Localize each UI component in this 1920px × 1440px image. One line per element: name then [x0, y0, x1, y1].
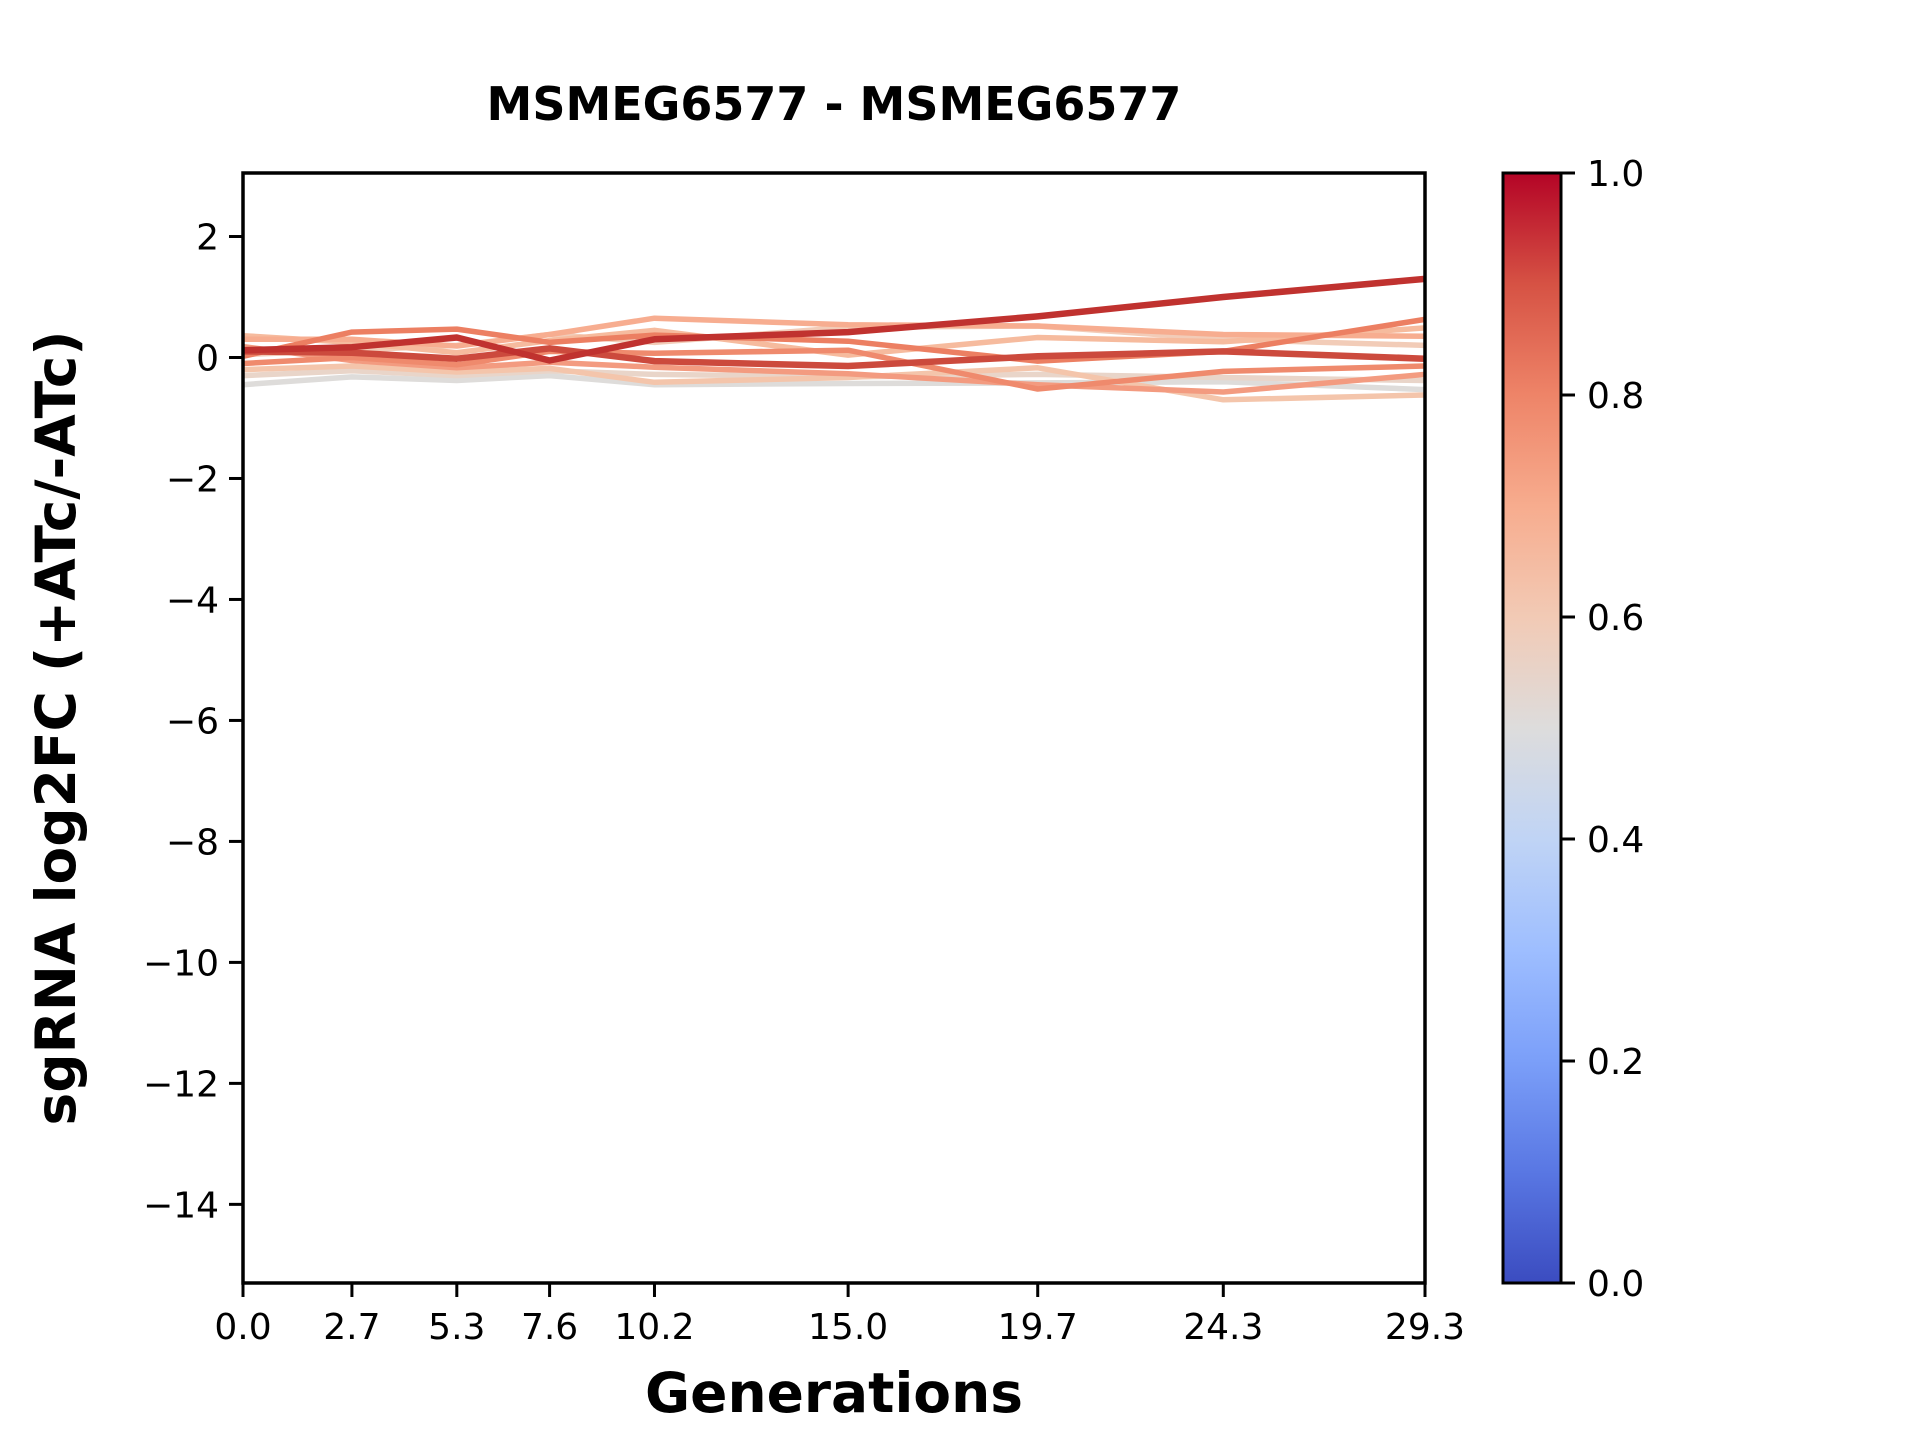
y-tick-label: −12	[143, 1064, 219, 1105]
plot-spines	[241, 171, 1427, 1285]
x-tick-label: 10.2	[614, 1307, 694, 1348]
colorbar-tick-label: 0.8	[1587, 376, 1644, 417]
x-tick-label: 0.0	[214, 1307, 271, 1348]
y-axis-label: sgRNA log2FC (+ATc/-ATc)	[24, 330, 88, 1125]
y-tick-label: −8	[166, 822, 219, 863]
series-layer	[242, 275, 1426, 403]
y-tick-label: −10	[143, 943, 219, 984]
x-tick-label: 15.0	[808, 1307, 888, 1348]
y-tick-label: 0	[196, 338, 219, 379]
colorbar-outline	[1501, 171, 1563, 1285]
x-tick-label: 29.3	[1385, 1307, 1465, 1348]
y-tick-label: 2	[196, 218, 219, 259]
colorbar-tick-label: 0.0	[1587, 1264, 1644, 1305]
colorbar-tick-label: 0.6	[1587, 598, 1644, 639]
series-line-1	[242, 275, 1426, 364]
y-tick-label: −6	[166, 701, 219, 742]
x-tick-label: 19.7	[998, 1307, 1078, 1348]
colorbar-tick-label: 0.4	[1587, 820, 1644, 861]
x-tick-label: 7.6	[521, 1307, 578, 1348]
x-axis-label: Generations	[645, 1361, 1023, 1425]
colorbar-tick-label: 0.2	[1587, 1042, 1644, 1083]
x-tick-label: 2.7	[323, 1307, 380, 1348]
y-tick-label: −2	[166, 459, 219, 500]
colorbar-gradient	[1503, 173, 1561, 1283]
colorbar-tick-label: 1.0	[1587, 154, 1644, 195]
y-tick-label: −4	[166, 580, 219, 621]
series-line-2	[242, 345, 1426, 370]
colorbar-layer: 0.0 0.2 0.4 0.6 0.8 1.0	[1501, 154, 1644, 1305]
axes-layer: 0.0 2.7 5.3 7.6 10.2 15.0 19.7 24.3 29.3 2 0 −2 −4 −6…	[143, 171, 1465, 1348]
chart-title: MSMEG6577 - MSMEG6577	[487, 77, 1182, 131]
x-tick-label: 24.3	[1183, 1307, 1263, 1348]
y-tick-label: −14	[143, 1185, 219, 1226]
series-line-5	[242, 343, 1426, 395]
series-line-4	[242, 347, 1426, 392]
x-tick-label: 5.3	[428, 1307, 485, 1348]
